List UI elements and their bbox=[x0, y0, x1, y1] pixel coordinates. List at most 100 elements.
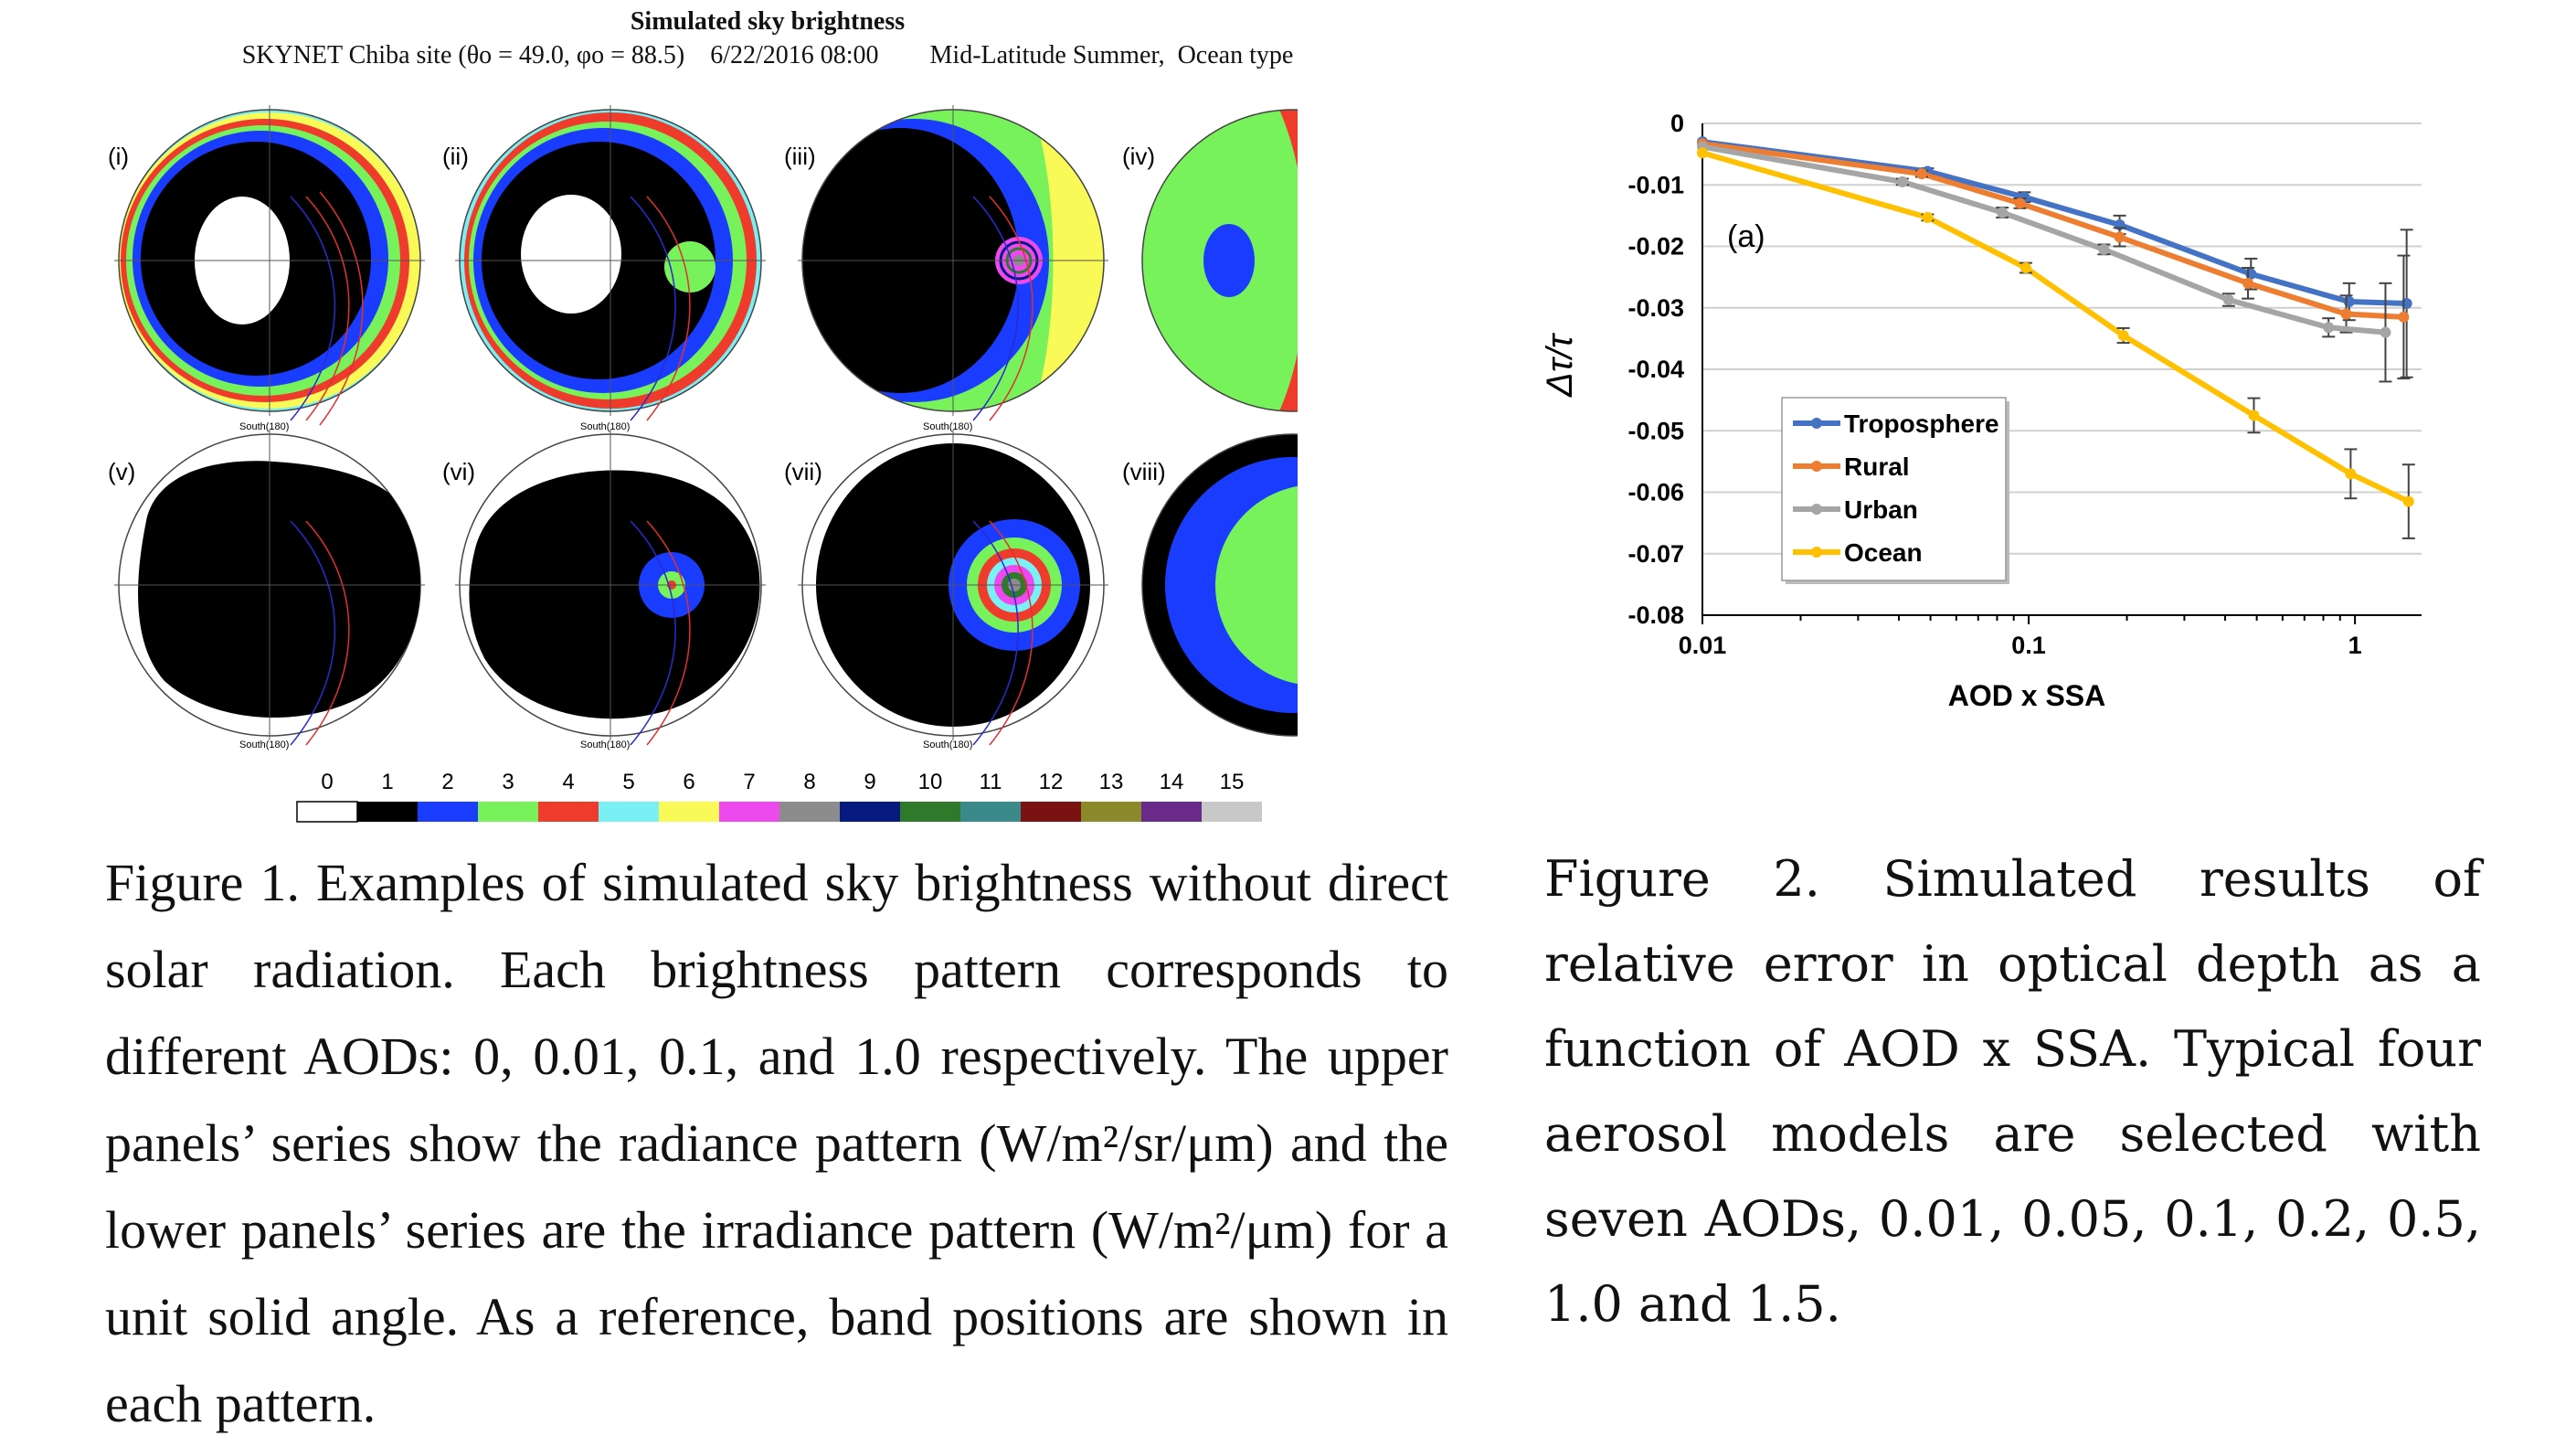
y-tick-label: -0.01 bbox=[1627, 171, 1684, 198]
data-point bbox=[2380, 326, 2391, 338]
panel-label-iv: (iv) bbox=[1122, 143, 1155, 170]
south-label: South(180) bbox=[239, 421, 289, 432]
south-label: South(180) bbox=[923, 739, 972, 750]
panel-label-vii: (vii) bbox=[784, 458, 822, 485]
south-label: South(180) bbox=[580, 739, 630, 750]
panel-vi-pattern bbox=[455, 430, 766, 746]
panel-viii-pattern bbox=[1141, 433, 1298, 737]
colorbar-swatch bbox=[357, 802, 418, 822]
colorbar-label: 8 bbox=[803, 770, 815, 794]
data-point bbox=[1922, 211, 1934, 223]
colorbar-label: 7 bbox=[743, 770, 755, 794]
panel-iv-pattern bbox=[1141, 109, 1298, 412]
colorbar-swatch bbox=[840, 802, 900, 822]
data-point bbox=[2117, 330, 2129, 342]
panel-label-ii: (ii) bbox=[442, 143, 469, 170]
panel-label-i: (i) bbox=[108, 143, 129, 170]
data-point bbox=[1697, 147, 1708, 159]
colorbar-label: 13 bbox=[1099, 770, 1124, 794]
plot-axes: 0 -0.01 -0.02 -0.03 -0.04 -0.05 -0.06 -0.07 -0.0… bbox=[1627, 110, 2422, 659]
legend-label: Urban bbox=[1844, 495, 1918, 524]
colorbar-swatch bbox=[296, 801, 358, 823]
y-tick-label: 0 bbox=[1670, 110, 1684, 137]
legend-label: Troposphere bbox=[1844, 410, 1999, 438]
y-tick-label: -0.07 bbox=[1627, 540, 1684, 568]
data-point bbox=[2402, 495, 2414, 507]
colorbar-swatch bbox=[1202, 802, 1262, 822]
data-point bbox=[2345, 468, 2357, 480]
panel-vii-pattern bbox=[798, 430, 1108, 746]
data-point bbox=[2323, 322, 2335, 334]
data-point bbox=[2019, 262, 2031, 274]
panel-label-iii: (iii) bbox=[784, 143, 816, 170]
colorbar-label: 2 bbox=[441, 770, 453, 794]
data-point bbox=[2014, 197, 2026, 209]
colorbar-swatch bbox=[719, 802, 779, 822]
x-tick-label: 1 bbox=[2348, 632, 2362, 659]
data-point bbox=[1997, 207, 2009, 218]
x-tick-label: 0.1 bbox=[2011, 632, 2046, 659]
x-tick-label: 0.01 bbox=[1679, 632, 1727, 659]
legend-label: Ocean bbox=[1844, 538, 1923, 567]
data-point bbox=[2398, 311, 2410, 323]
figure1-subtitle: SKYNET Chiba site (θo = 49.0, φo = 88.5)… bbox=[241, 41, 1294, 69]
south-label: South(180) bbox=[239, 739, 289, 750]
y-tick-label: -0.02 bbox=[1627, 233, 1684, 261]
colorbar-label: 15 bbox=[1220, 770, 1245, 794]
legend: Troposphere Rural Urban Ocean bbox=[1781, 397, 2009, 584]
colorbar-label: 14 bbox=[1160, 770, 1184, 794]
south-label: South(180) bbox=[580, 421, 630, 432]
plot-series bbox=[1697, 136, 2415, 539]
colorbar-swatch bbox=[960, 802, 1021, 822]
colorbar-swatch bbox=[478, 802, 538, 822]
data-point bbox=[2098, 243, 2110, 255]
data-point bbox=[2340, 308, 2352, 320]
x-axis-label: AOD x SSA bbox=[1948, 679, 2105, 712]
data-point bbox=[2248, 410, 2260, 421]
y-tick-label: -0.03 bbox=[1627, 294, 1684, 322]
colorbar-swatch bbox=[418, 802, 478, 822]
figure2-caption: Figure 2. Simulated results of relative … bbox=[1544, 850, 2481, 1333]
colorbar-label: 0 bbox=[321, 770, 333, 794]
colorbar-swatch bbox=[779, 802, 840, 822]
colorbar-label: 1 bbox=[381, 770, 393, 794]
panel-ii-pattern bbox=[455, 105, 766, 421]
data-point bbox=[2114, 231, 2125, 243]
figure1-caption: Figure 1. Examples of simulated sky brig… bbox=[105, 853, 1448, 1433]
data-point bbox=[1896, 176, 1908, 187]
colorbar-label: 5 bbox=[622, 770, 634, 794]
colorbar-label: 4 bbox=[562, 770, 574, 794]
sky-panels: (i) (ii) (iii) (iv) (v) (vi) (vii) (viii… bbox=[108, 105, 1298, 823]
y-tick-label: -0.06 bbox=[1627, 479, 1684, 506]
legend-label: Rural bbox=[1844, 452, 1910, 481]
colorbar-swatch bbox=[1081, 802, 1141, 822]
colorbar-label: 9 bbox=[864, 770, 875, 794]
data-point bbox=[2222, 294, 2234, 306]
colorbar-swatch bbox=[1021, 802, 1081, 822]
y-tick-label: -0.04 bbox=[1627, 356, 1684, 383]
figure1-title: Simulated sky brightness bbox=[630, 7, 906, 36]
figure2-chart: 0 -0.01 -0.02 -0.03 -0.04 -0.05 -0.06 -0.07 -0.0… bbox=[1540, 110, 2422, 712]
colorbar-label: 10 bbox=[918, 770, 943, 794]
panel-i-pattern bbox=[114, 105, 425, 426]
panel-v-pattern bbox=[114, 430, 425, 746]
y-tick-label: -0.05 bbox=[1627, 417, 1684, 444]
panel-label-viii: (viii) bbox=[1122, 458, 1166, 485]
colorbar: 0 1 2 3 4 5 6 7 8 9 10 11 12 13 14 15 bbox=[296, 770, 1262, 823]
colorbar-swatch bbox=[1141, 802, 1202, 822]
colorbar-swatch bbox=[599, 802, 659, 822]
colorbar-label: 11 bbox=[980, 770, 1002, 794]
colorbar-label: 3 bbox=[502, 770, 514, 794]
panel-iii-pattern bbox=[798, 105, 1108, 421]
y-axis-label: Δτ/τ bbox=[1540, 332, 1580, 398]
colorbar-swatch bbox=[659, 802, 719, 822]
panel-label-vi: (vi) bbox=[442, 458, 475, 485]
chart-panel-label: (a) bbox=[1727, 219, 1765, 254]
south-label: South(180) bbox=[923, 421, 972, 432]
data-point bbox=[1915, 168, 1927, 180]
colorbar-swatch bbox=[538, 802, 599, 822]
colorbar-label: 12 bbox=[1039, 770, 1064, 794]
data-point bbox=[2242, 277, 2254, 289]
y-tick-label: -0.08 bbox=[1627, 601, 1684, 629]
panel-label-v: (v) bbox=[108, 458, 135, 485]
